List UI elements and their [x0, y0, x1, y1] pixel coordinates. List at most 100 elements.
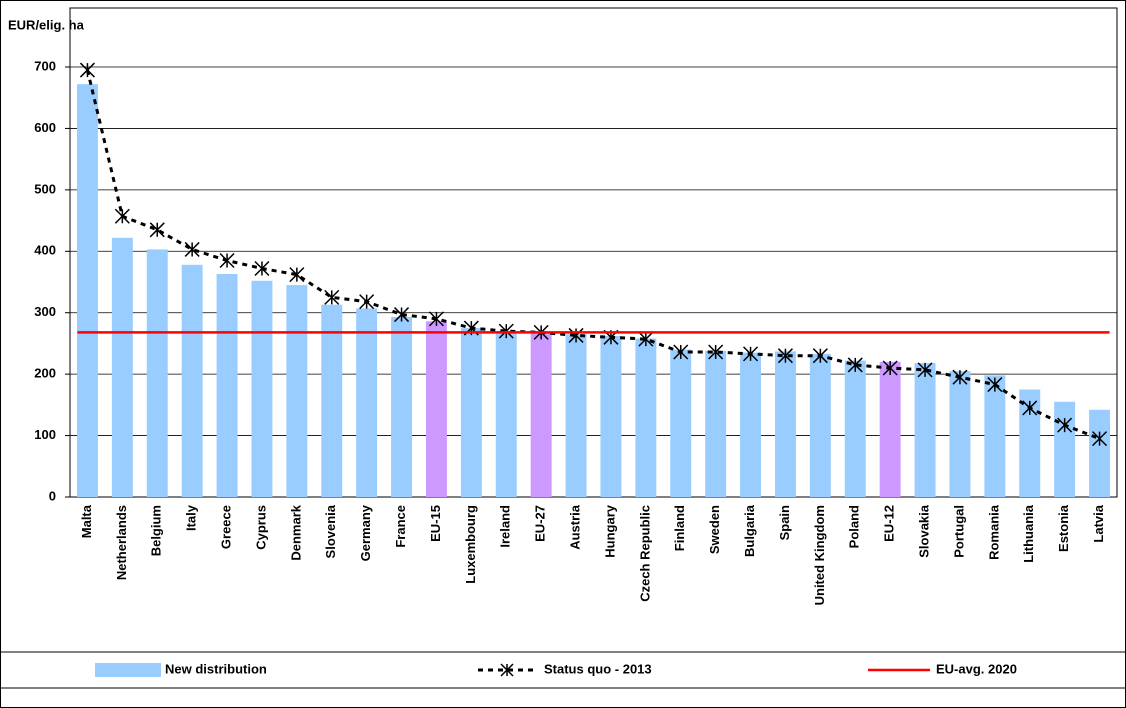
- marker: [1092, 431, 1108, 447]
- y-tick-label: 100: [34, 427, 56, 442]
- bar: [565, 334, 587, 497]
- bar: [251, 280, 273, 497]
- y-tick-label: 0: [49, 488, 56, 503]
- y-tick-label: 600: [34, 120, 56, 135]
- bar: [76, 84, 98, 497]
- x-tick-label: Greece: [218, 505, 233, 549]
- y-tick-label: 500: [34, 181, 56, 196]
- x-tick-label: France: [393, 505, 408, 548]
- legend-label: New distribution: [165, 661, 267, 676]
- x-tick-label: Finland: [672, 505, 687, 551]
- marker: [184, 241, 200, 257]
- marker: [987, 377, 1003, 393]
- x-tick-label: Italy: [184, 504, 199, 531]
- x-tick-label: Hungary: [602, 504, 617, 558]
- bar: [705, 350, 727, 497]
- bar: [914, 363, 936, 497]
- marker: [673, 344, 689, 360]
- x-tick-label: Portugal: [951, 505, 966, 558]
- x-tick-label: Slovakia: [916, 504, 931, 558]
- bar: [809, 353, 831, 497]
- legend-swatch: [500, 663, 514, 677]
- bar: [1089, 409, 1111, 497]
- marker: [743, 346, 759, 362]
- bar: [216, 274, 238, 497]
- x-tick-label: Estonia: [1056, 504, 1071, 552]
- marker: [882, 360, 898, 376]
- line-series: [85, 69, 1101, 441]
- bar: [600, 336, 622, 497]
- bar: [391, 317, 413, 497]
- x-tick-label: Czech Republic: [637, 505, 652, 602]
- marker: [847, 357, 863, 373]
- x-tick-label: Netherlands: [114, 505, 129, 580]
- bar: [495, 331, 517, 497]
- marker: [149, 222, 165, 238]
- bar: [111, 237, 133, 497]
- legend-label: Status quo - 2013: [544, 661, 652, 676]
- marker: [289, 267, 305, 283]
- bar: [181, 264, 203, 497]
- marker: [1022, 400, 1038, 416]
- bar: [949, 371, 971, 497]
- y-tick-label: 200: [34, 366, 56, 381]
- x-tick-label: Ireland: [498, 505, 513, 548]
- bar: [1019, 389, 1041, 497]
- bar: [879, 361, 901, 497]
- y-tick-label: 300: [34, 304, 56, 319]
- marker: [114, 208, 130, 224]
- bar: [460, 328, 482, 497]
- marker: [254, 260, 270, 277]
- bar: [1054, 401, 1076, 497]
- bar: [356, 308, 378, 497]
- x-tick-label: EU-12: [882, 505, 897, 542]
- x-tick-label: Austria: [567, 504, 582, 550]
- x-tick-label: Latvia: [1091, 504, 1106, 542]
- x-tick-label: Cyprus: [253, 505, 268, 550]
- legend-label: EU-avg. 2020: [936, 661, 1017, 676]
- x-tick-label: Belgium: [149, 505, 164, 556]
- y-tick-label: 400: [34, 243, 56, 258]
- bar: [321, 304, 343, 497]
- x-tick-label: Spain: [777, 505, 792, 540]
- marker: [638, 331, 654, 347]
- y-tick-label: 700: [34, 58, 56, 73]
- marker: [394, 307, 410, 323]
- x-tick-label: Bulgaria: [742, 504, 757, 557]
- x-tick-label: Slovenia: [323, 504, 338, 558]
- bar: [774, 351, 796, 497]
- bar: [286, 285, 308, 497]
- bar: [425, 321, 447, 497]
- x-tick-label: Germany: [358, 504, 373, 561]
- bar: [740, 352, 762, 497]
- marker: [79, 62, 95, 78]
- x-tick-label: Luxembourg: [463, 505, 478, 584]
- x-tick-label: EU-27: [533, 505, 548, 542]
- marker: [708, 344, 724, 360]
- marker: [1057, 417, 1073, 433]
- marker: [219, 252, 235, 269]
- y-axis-label: EUR/elig. ha: [8, 17, 85, 32]
- x-tick-label: Romania: [986, 504, 1001, 560]
- marker: [324, 289, 340, 305]
- bar: [844, 360, 866, 497]
- x-tick-label: Denmark: [288, 504, 303, 560]
- x-tick-label: Malta: [79, 504, 94, 538]
- x-tick-label: EU-15: [428, 505, 443, 542]
- bar: [670, 349, 692, 497]
- marker: [917, 362, 933, 378]
- bar: [146, 249, 168, 497]
- marker: [428, 311, 444, 327]
- bar: [635, 338, 657, 497]
- marker: [777, 348, 793, 364]
- x-tick-label: Sweden: [707, 505, 722, 554]
- marker: [952, 369, 968, 385]
- x-tick-label: Lithuania: [1021, 504, 1036, 563]
- bar: [984, 375, 1006, 497]
- legend-swatch: [95, 663, 161, 677]
- marker: [812, 348, 828, 364]
- bar: [530, 332, 552, 497]
- marker: [359, 294, 375, 310]
